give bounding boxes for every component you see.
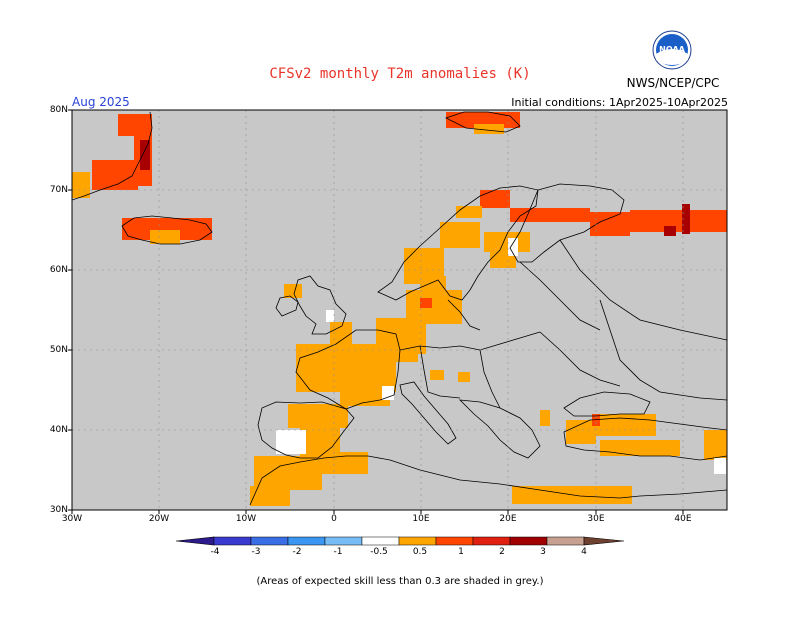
lat-label-60n: 60N xyxy=(40,265,68,275)
anomaly-cell xyxy=(118,114,152,136)
skill-footnote: (Areas of expected skill less than 0.3 a… xyxy=(0,576,800,587)
anomaly-cell xyxy=(276,430,306,454)
colorbar-label: -4 xyxy=(195,547,235,557)
lat-label-70n: 70N xyxy=(40,185,68,195)
colorbar-arrow-right xyxy=(584,537,624,545)
anomaly-cell xyxy=(406,290,462,324)
anomaly-cell xyxy=(250,486,290,506)
anomaly-cell xyxy=(682,204,690,234)
lon-label-10w: 10W xyxy=(226,514,266,524)
colorbar-label: 3 xyxy=(523,547,563,557)
colorbar-label: -1 xyxy=(318,547,358,557)
coastlines xyxy=(72,112,727,505)
noaa-logo-icon: NOAA xyxy=(652,30,692,70)
anomaly-cell xyxy=(326,310,334,322)
forecast-month: Aug 2025 xyxy=(72,95,130,109)
colorbar-label: 2 xyxy=(482,547,522,557)
anomaly-cell xyxy=(484,232,530,252)
anomaly-cell xyxy=(446,112,520,128)
logo-text: NOAA xyxy=(659,45,685,54)
colorbar-swatch xyxy=(288,537,325,545)
graticule xyxy=(72,110,727,510)
colorbar-swatch xyxy=(214,537,251,545)
colorbar-swatch xyxy=(436,537,473,545)
anomaly-cells xyxy=(72,112,727,506)
colorbar-label: -0.5 xyxy=(359,547,399,557)
anomaly-cell xyxy=(122,218,212,240)
anomaly-cell xyxy=(430,370,444,380)
colorbar-swatch xyxy=(473,537,510,545)
anomaly-cell xyxy=(150,230,180,244)
anomaly-cell xyxy=(392,340,418,362)
lon-label-20e: 20E xyxy=(488,514,528,524)
anomaly-cell xyxy=(596,414,656,436)
lon-label-20w: 20W xyxy=(139,514,179,524)
anomaly-cell xyxy=(510,208,590,222)
colorbar-label: 4 xyxy=(564,547,604,557)
anomaly-cell xyxy=(330,322,352,346)
colorbar-label: 1 xyxy=(441,547,481,557)
map-frame xyxy=(72,110,727,510)
anomaly-cell xyxy=(714,458,726,474)
anomaly-cell xyxy=(590,212,630,236)
anomaly-cell xyxy=(704,430,727,460)
anomaly-cell xyxy=(296,344,396,392)
lon-label-30e: 30E xyxy=(576,514,616,524)
anomaly-cell xyxy=(288,404,348,428)
anomaly-cell xyxy=(72,172,90,198)
lat-label-80n: 80N xyxy=(40,105,68,115)
agency-label: NWS/NCEP/CPC xyxy=(611,76,735,90)
lon-label-10e: 10E xyxy=(401,514,441,524)
anomaly-cell xyxy=(140,140,150,170)
anomaly-cell xyxy=(456,206,482,218)
anomaly-cell xyxy=(254,456,322,490)
initial-conditions: Initial conditions: 1Apr2025-10Apr2025 xyxy=(511,96,728,109)
anomaly-cell xyxy=(458,372,470,382)
anomaly-cell xyxy=(92,160,138,190)
lat-label-40n: 40N xyxy=(40,425,68,435)
anomaly-cell xyxy=(376,318,426,354)
anomaly-cell xyxy=(474,124,504,134)
anomaly-cell xyxy=(420,276,446,292)
anomaly-cell xyxy=(404,248,444,284)
anomaly-cell xyxy=(540,410,550,426)
colorbar-swatch xyxy=(399,537,436,545)
anomaly-cell xyxy=(566,420,596,444)
anomaly-cell xyxy=(420,298,432,308)
colorbar-swatch xyxy=(362,537,399,545)
anomaly-cell xyxy=(512,486,632,504)
colorbar-swatch xyxy=(510,537,547,545)
colorbar-label: -2 xyxy=(277,547,317,557)
colorbar-label: 0.5 xyxy=(400,547,440,557)
anomaly-cell xyxy=(630,210,727,232)
anomaly-cell xyxy=(664,226,676,236)
lon-label-40e: 40E xyxy=(663,514,703,524)
lon-label-30w: 30W xyxy=(52,514,92,524)
anomaly-cell xyxy=(284,284,302,298)
colorbar-swatch xyxy=(251,537,288,545)
lon-label-0: 0 xyxy=(314,514,354,524)
anomaly-cell xyxy=(340,386,390,406)
colorbar-arrow-left xyxy=(176,537,214,545)
anomaly-cell xyxy=(300,428,340,458)
map-background xyxy=(72,110,727,510)
lat-label-50n: 50N xyxy=(40,345,68,355)
anomaly-cell xyxy=(490,246,516,268)
colorbar xyxy=(176,537,624,545)
anomaly-cell xyxy=(134,136,152,186)
colorbar-label: -3 xyxy=(236,547,276,557)
anomaly-cell xyxy=(382,386,394,400)
anomaly-cell xyxy=(600,440,680,456)
colorbar-swatch xyxy=(325,537,362,545)
colorbar-swatch xyxy=(547,537,584,545)
anomaly-cell xyxy=(440,222,480,248)
anomaly-cell xyxy=(480,190,510,208)
anomaly-cell xyxy=(508,238,518,256)
anomaly-cell xyxy=(592,414,600,426)
anomaly-cell xyxy=(320,452,368,474)
